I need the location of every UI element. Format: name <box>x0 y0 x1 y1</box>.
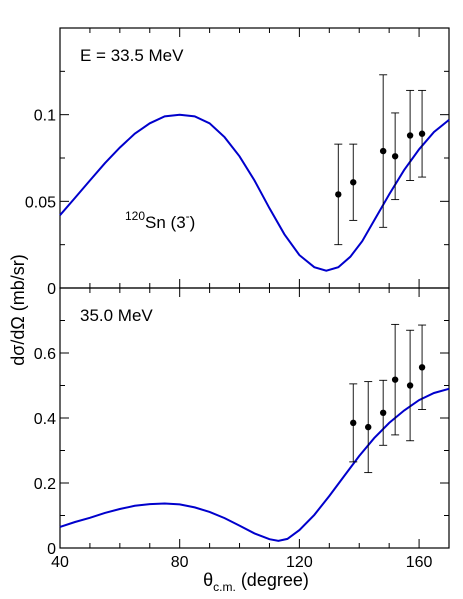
plot-frame <box>59 27 450 289</box>
data-point <box>350 419 357 427</box>
state-open: (3 <box>166 213 186 232</box>
y-tick-label: 0 <box>47 281 56 298</box>
x-axis-label: θc.m. (degree) <box>203 570 309 594</box>
element-symbol: Sn <box>145 213 166 232</box>
x-tick-label: 120 <box>286 554 313 571</box>
data-point <box>365 423 372 431</box>
y-tick-label: 0.05 <box>25 194 56 211</box>
data-point <box>391 376 399 383</box>
lower-panel: 0 0.2 0.4 0.6 40 80 120 160 35.0 MeV <box>34 287 450 571</box>
data-point <box>350 179 357 186</box>
y-tick-label: 0 <box>47 541 56 558</box>
x-tick-label: 80 <box>171 554 189 571</box>
x-tick-label: 160 <box>406 554 433 571</box>
mass-number: 120 <box>125 209 145 223</box>
data-point <box>406 132 414 139</box>
energy-label: E = 33.5 MeV <box>80 46 184 65</box>
data-point <box>391 153 399 160</box>
calculation-curve <box>59 387 450 542</box>
energy-label: 35.0 MeV <box>80 306 153 325</box>
data-point <box>406 382 414 389</box>
x-tick-label: 40 <box>51 554 69 571</box>
upper-panel: 0 0.05 0.1 E = 33.5 MeV 120Sn (3-) <box>25 27 450 298</box>
nucleus-label: 120Sn (3-) <box>125 209 195 232</box>
y-axis-label: dσ/dΩ (mb/sr) <box>8 254 28 366</box>
state-close: ) <box>190 213 196 232</box>
data-point <box>418 130 426 137</box>
y-tick-label: 0.4 <box>34 411 56 428</box>
parity: - <box>186 209 190 223</box>
data-point <box>418 364 426 371</box>
y-tick-label: 0.6 <box>34 346 56 363</box>
y-tick-label: 0.1 <box>34 108 56 125</box>
y-tick-label: 0.2 <box>34 476 56 493</box>
data-point <box>379 147 387 155</box>
data-point <box>335 191 342 198</box>
calculation-curve <box>59 113 450 272</box>
data-point <box>379 409 387 416</box>
